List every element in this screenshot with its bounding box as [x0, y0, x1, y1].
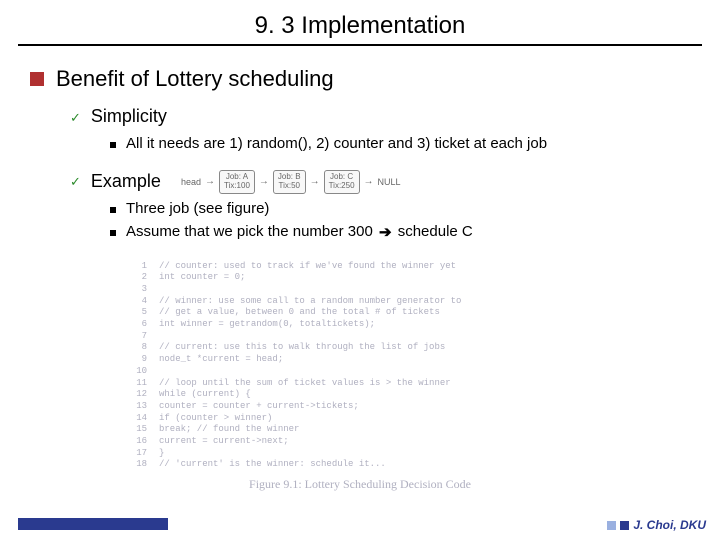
list-node-a: Job: A Tix:100 [219, 170, 255, 194]
code-line: 3 [125, 284, 630, 296]
linked-list-figure: head → Job: A Tix:100 → Job: B Tix:50 → … [181, 170, 401, 194]
arrow-icon: → [364, 176, 374, 187]
code-line: 6int winner = getrandom(0, totaltickets)… [125, 319, 630, 331]
list-head-label: head [181, 177, 201, 187]
check-icon: ✓ [70, 174, 81, 190]
code-line: 8// current: use this to walk through th… [125, 342, 630, 354]
list-node-b: Job: B Tix:50 [273, 170, 306, 194]
right-arrow-icon: ➔ [379, 223, 392, 241]
code-line: 7 [125, 331, 630, 343]
code-line: 2int counter = 0; [125, 272, 630, 284]
sub-simplicity: Simplicity [91, 106, 167, 127]
code-line: 13 counter = counter + current->tickets; [125, 401, 630, 413]
code-line: 11// loop until the sum of ticket values… [125, 378, 630, 390]
footer-square-icon [607, 521, 616, 530]
code-line: 16 current = current->next; [125, 436, 630, 448]
footer-square-icon [620, 521, 629, 530]
code-line: 9node_t *current = head; [125, 354, 630, 366]
slide-title: 9. 3 Implementation [0, 12, 720, 40]
heading-lvl1: Benefit of Lottery scheduling [56, 66, 334, 92]
bullet-block-icon [110, 207, 116, 213]
code-line: 18// 'current' is the winner: schedule i… [125, 459, 630, 471]
check-icon: ✓ [70, 110, 81, 126]
arrow-icon: → [310, 176, 320, 187]
list-null-label: NULL [378, 177, 401, 187]
simplicity-detail: All it needs are 1) random(), 2) counter… [126, 135, 547, 152]
code-line: 17} [125, 448, 630, 460]
code-listing: 1// counter: used to track if we've foun… [125, 261, 630, 471]
code-line: 15 break; // found the winner [125, 424, 630, 436]
slide-footer: J. Choi, DKU [0, 518, 720, 540]
example-detail-2: Assume that we pick the number 300 ➔ sch… [126, 223, 473, 241]
bullet-square-icon [30, 72, 44, 86]
code-line: 1// counter: used to track if we've foun… [125, 261, 630, 273]
bullet-block-icon [110, 230, 116, 236]
footer-author: J. Choi, DKU [607, 518, 706, 532]
sub-example: Example [91, 171, 161, 192]
arrow-icon: → [259, 176, 269, 187]
code-line: 12while (current) { [125, 389, 630, 401]
code-line: 5// get a value, between 0 and the total… [125, 307, 630, 319]
bullet-block-icon [110, 142, 116, 148]
figure-caption: Figure 9.1: Lottery Scheduling Decision … [30, 477, 690, 492]
code-line: 14 if (counter > winner) [125, 413, 630, 425]
example-detail-1: Three job (see figure) [126, 200, 269, 217]
footer-bar [18, 518, 168, 530]
code-line: 4// winner: use some call to a random nu… [125, 296, 630, 308]
code-line: 10 [125, 366, 630, 378]
list-node-c: Job: C Tix:250 [324, 170, 360, 194]
arrow-icon: → [205, 176, 215, 187]
